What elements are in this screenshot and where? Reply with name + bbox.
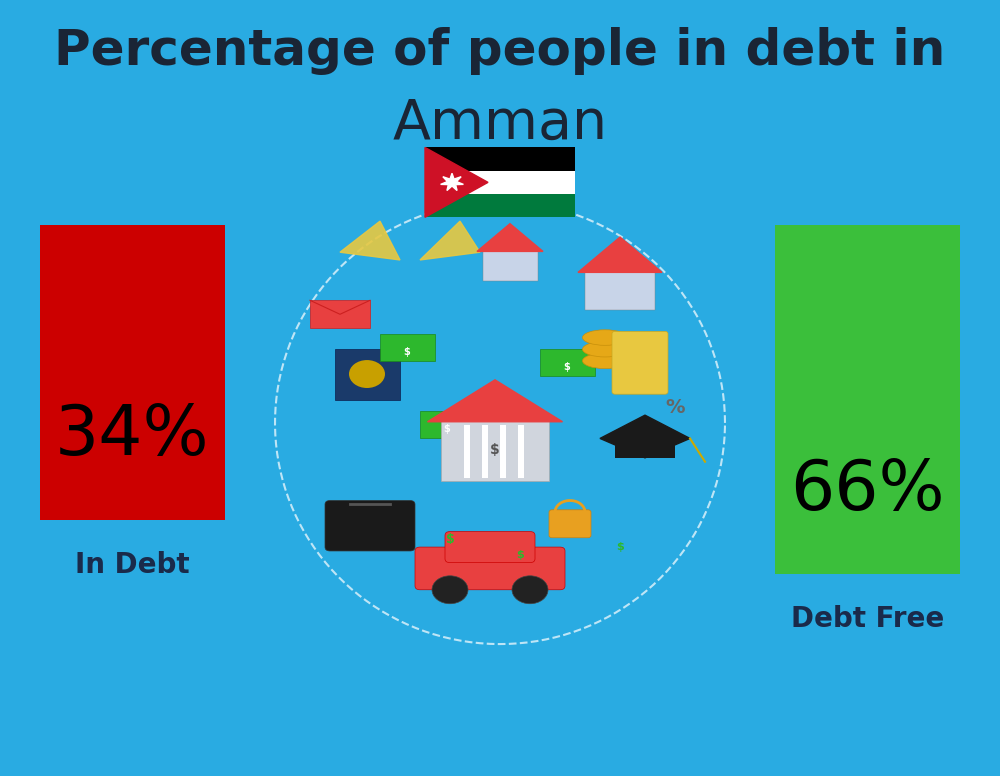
FancyBboxPatch shape (518, 425, 524, 477)
FancyBboxPatch shape (40, 225, 225, 520)
FancyBboxPatch shape (380, 334, 435, 361)
FancyBboxPatch shape (612, 331, 668, 394)
Polygon shape (340, 221, 400, 260)
FancyBboxPatch shape (585, 272, 655, 310)
FancyBboxPatch shape (775, 225, 960, 574)
Text: %: % (665, 398, 685, 417)
Text: In Debt: In Debt (75, 551, 190, 579)
Text: $: $ (444, 424, 450, 434)
FancyBboxPatch shape (310, 300, 370, 328)
Polygon shape (428, 379, 562, 422)
FancyBboxPatch shape (325, 501, 415, 551)
FancyBboxPatch shape (482, 251, 538, 281)
Polygon shape (600, 415, 690, 458)
FancyBboxPatch shape (482, 425, 488, 477)
Ellipse shape (582, 330, 628, 345)
Polygon shape (441, 173, 463, 191)
FancyBboxPatch shape (425, 194, 575, 217)
FancyBboxPatch shape (425, 147, 575, 171)
Circle shape (512, 576, 548, 604)
Text: $: $ (564, 362, 570, 372)
FancyBboxPatch shape (335, 349, 400, 400)
Text: 34%: 34% (55, 403, 210, 469)
Polygon shape (425, 147, 488, 217)
FancyBboxPatch shape (540, 349, 595, 376)
FancyBboxPatch shape (464, 425, 470, 477)
Polygon shape (420, 221, 480, 260)
FancyBboxPatch shape (415, 547, 565, 590)
Text: $: $ (404, 347, 410, 356)
FancyBboxPatch shape (549, 510, 591, 538)
Ellipse shape (582, 353, 628, 369)
FancyBboxPatch shape (441, 418, 549, 481)
Text: Amman: Amman (392, 97, 608, 151)
Text: $: $ (616, 542, 624, 552)
Circle shape (349, 360, 385, 388)
Text: Debt Free: Debt Free (791, 605, 944, 633)
Circle shape (432, 576, 468, 604)
Text: 66%: 66% (790, 457, 945, 524)
Text: Percentage of people in debt in: Percentage of people in debt in (54, 27, 946, 75)
Text: $: $ (516, 550, 524, 559)
FancyBboxPatch shape (425, 171, 575, 194)
FancyBboxPatch shape (420, 411, 475, 438)
Text: $: $ (446, 533, 454, 546)
Ellipse shape (582, 341, 628, 357)
Polygon shape (578, 237, 662, 272)
Text: $: $ (490, 442, 500, 457)
FancyBboxPatch shape (445, 532, 535, 563)
FancyBboxPatch shape (615, 438, 675, 458)
FancyBboxPatch shape (500, 425, 506, 477)
Polygon shape (477, 223, 543, 251)
